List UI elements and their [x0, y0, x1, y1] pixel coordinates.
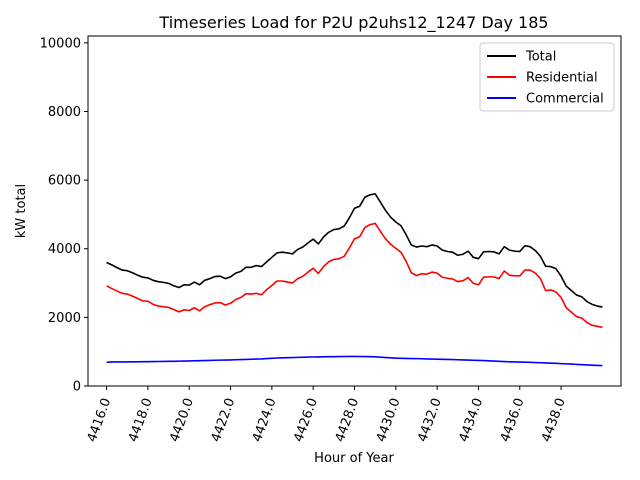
- legend: Total Residential Commercial: [479, 42, 615, 112]
- series-line-commercial: [106, 355, 603, 367]
- y-tick-label: 4000: [48, 242, 81, 257]
- y-tick-label: 2000: [48, 311, 81, 326]
- y-tick-label: 0: [73, 380, 81, 395]
- series-line-total: [106, 193, 603, 308]
- x-axis-label: Hour of Year: [314, 451, 394, 466]
- chart-title: Timeseries Load for P2U p2uhs12_1247 Day…: [158, 13, 548, 33]
- legend-label-total: Total: [525, 50, 556, 65]
- y-tick-label: 8000: [48, 105, 81, 120]
- y-tick-label: 6000: [48, 174, 81, 189]
- y-axis-label: kW total: [14, 184, 29, 238]
- y-tick-label: 10000: [40, 36, 81, 51]
- legend-label-residential: Residential: [526, 71, 598, 86]
- y-axis: 0 2000 4000 6000 8000 10000: [40, 36, 88, 395]
- legend-label-commercial: Commercial: [526, 92, 604, 107]
- legend-frame: [479, 42, 615, 112]
- series-layer: [106, 193, 603, 367]
- series-line-residential: [106, 222, 603, 329]
